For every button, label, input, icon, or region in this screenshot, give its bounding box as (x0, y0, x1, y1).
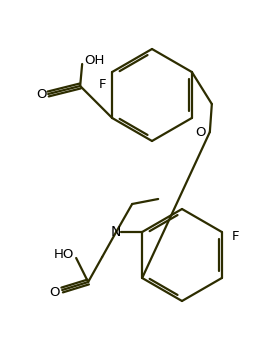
Text: OH: OH (84, 54, 104, 67)
Text: O: O (36, 88, 46, 101)
Text: N: N (111, 225, 121, 239)
Text: O: O (49, 286, 59, 299)
Text: O: O (196, 126, 206, 139)
Text: F: F (232, 231, 240, 244)
Text: HO: HO (54, 248, 74, 261)
Text: F: F (98, 77, 106, 90)
